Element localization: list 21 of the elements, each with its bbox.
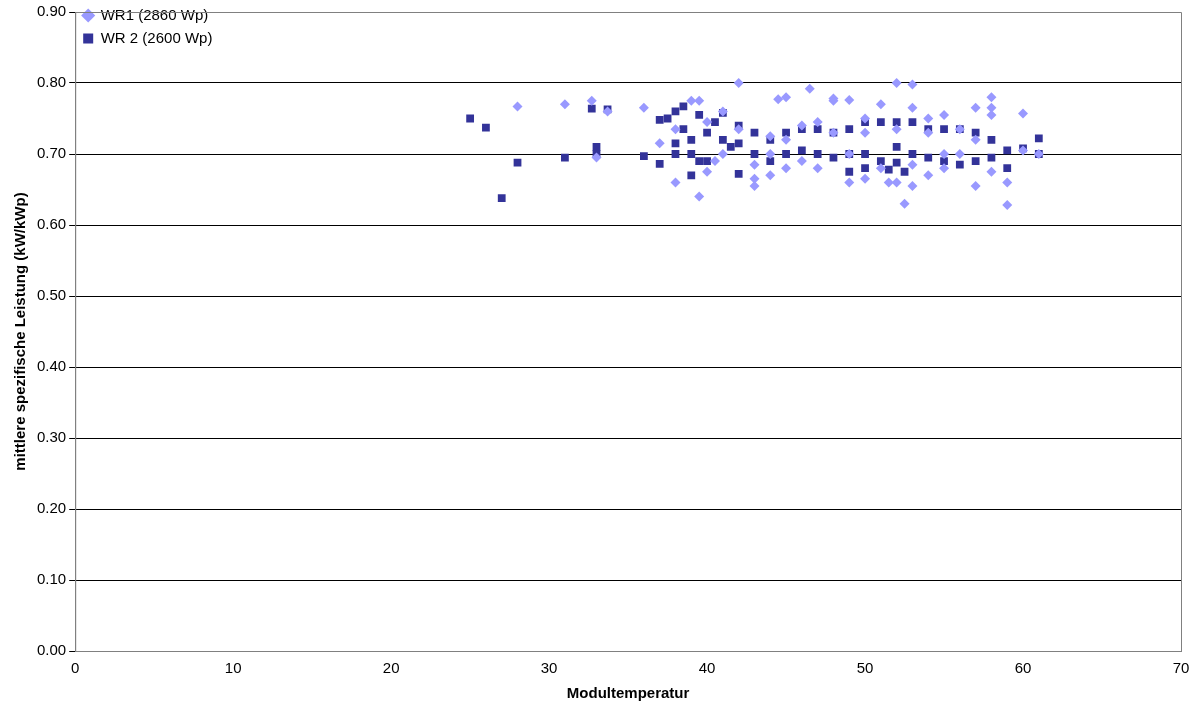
- x-tick-label: 40: [698, 659, 716, 677]
- y-tick-label: 0.80: [36, 73, 67, 91]
- x-axis-title: Modultemperatur: [566, 684, 690, 702]
- x-tick-label: 10: [224, 659, 242, 677]
- y-tick-label: 0.20: [36, 499, 67, 517]
- y-tick-label: 0.90: [36, 2, 67, 20]
- y-tick-label: 0.50: [36, 286, 67, 304]
- y-tick-label: 0.40: [36, 357, 67, 375]
- y-tick-label: 0.10: [36, 570, 67, 588]
- x-tick-label: 50: [856, 659, 874, 677]
- x-tick-label: 20: [382, 659, 400, 677]
- x-tick-label: 30: [540, 659, 558, 677]
- y-tick-label: 0.30: [36, 428, 67, 446]
- y-axis-title: mittlere spezifische Leistung (kW/kWp): [11, 192, 29, 471]
- y-tick-label: 0.60: [36, 215, 67, 233]
- x-tick-label: 60: [1014, 659, 1032, 677]
- y-tick-label: 0.00: [36, 641, 67, 659]
- x-tick-label: 70: [1172, 659, 1190, 677]
- y-tick-label: 0.70: [36, 144, 67, 162]
- legend-label: WR 2 (2600 Wp): [100, 28, 213, 46]
- x-tick-label: 0: [71, 659, 80, 677]
